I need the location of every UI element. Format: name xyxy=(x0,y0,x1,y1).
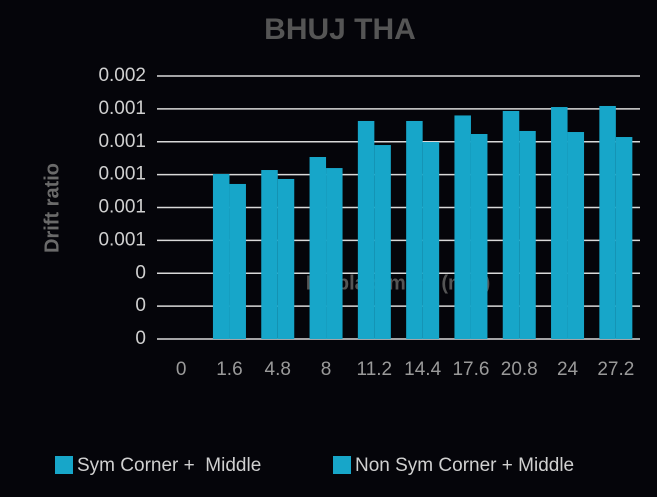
x-tick-label: 4.8 xyxy=(265,359,291,380)
bar xyxy=(502,110,520,339)
y-tick-label: 0.002 xyxy=(98,65,146,86)
legend-swatch xyxy=(55,456,73,474)
bar xyxy=(212,173,230,339)
x-tick-label: 14.4 xyxy=(404,359,441,380)
x-tick-label: 8 xyxy=(321,359,332,380)
bar xyxy=(261,170,278,339)
x-tick-label: 11.2 xyxy=(357,359,393,380)
y-tick-label: 0.001 xyxy=(98,164,146,185)
x-tick-label: 0 xyxy=(176,359,187,380)
bar xyxy=(357,120,375,340)
chart-title: BHUJ THA xyxy=(264,13,416,46)
y-tick-label: 0.001 xyxy=(98,197,146,218)
bar xyxy=(470,133,488,339)
bar xyxy=(519,130,536,339)
bar xyxy=(309,157,327,339)
y-tick-label: 0.001 xyxy=(98,229,146,250)
bar xyxy=(551,107,568,339)
x-tick-label: 17.6 xyxy=(452,359,489,380)
bar xyxy=(374,145,391,339)
y-axis-label: Drift ratio xyxy=(41,163,63,253)
bar xyxy=(229,183,246,339)
x-tick-label: 27.2 xyxy=(597,359,634,380)
y-tick-label: 0.001 xyxy=(98,98,146,119)
x-axis-label: Displacement (mm) xyxy=(306,272,491,294)
x-tick-label: 1.6 xyxy=(216,359,242,380)
y-tick-label: 0 xyxy=(135,295,146,316)
bar xyxy=(422,142,440,339)
legend-swatch xyxy=(333,456,351,474)
x-tick-label: 24 xyxy=(557,359,579,380)
y-tick-label: 0.001 xyxy=(98,131,146,152)
bar xyxy=(599,105,616,340)
x-tick-label: 20.8 xyxy=(501,359,538,380)
legend-label: Non Sym Corner + Middle xyxy=(355,455,574,476)
bar xyxy=(277,178,295,339)
bar xyxy=(406,120,423,340)
y-tick-label: 0 xyxy=(135,262,146,283)
legend-label: Sym Corner + Middle xyxy=(77,455,261,476)
bar xyxy=(615,137,633,339)
bar xyxy=(326,168,343,339)
bar xyxy=(567,132,585,339)
bar xyxy=(454,115,471,339)
y-tick-label: 0 xyxy=(135,328,146,349)
